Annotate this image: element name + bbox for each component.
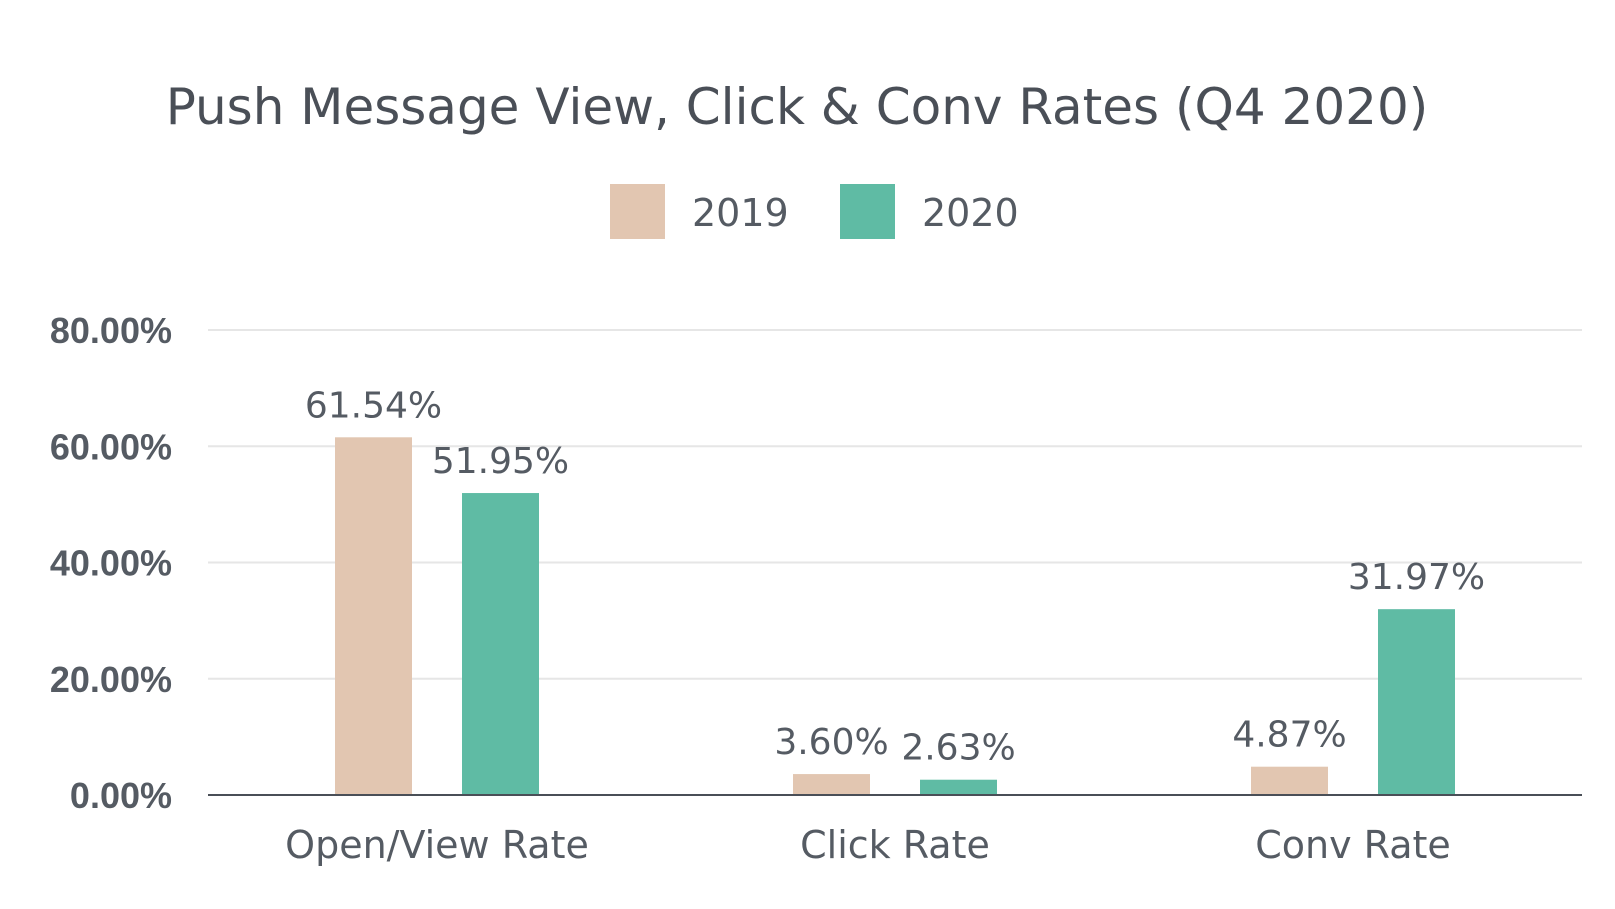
y-tick-label: 20.00%: [50, 659, 172, 700]
chart-title: Push Message View, Click & Conv Rates (Q…: [166, 78, 1429, 136]
data-label: 61.54%: [305, 385, 442, 426]
bars: [335, 437, 1455, 795]
x-tick-label: Conv Rate: [1255, 823, 1451, 867]
data-label: 2.63%: [901, 728, 1015, 769]
legend-label: 2019: [692, 191, 789, 235]
bar-2020: [462, 493, 539, 795]
gridlines: [208, 329, 1582, 680]
bar-2019: [1251, 766, 1328, 795]
bar-2019: [335, 437, 412, 795]
data-label: 51.95%: [432, 441, 569, 482]
legend-swatch: [840, 184, 895, 239]
data-label: 4.87%: [1232, 715, 1346, 756]
x-tick-label: Click Rate: [800, 823, 990, 867]
y-tick-label: 80.00%: [50, 310, 172, 351]
legend: 2019 2020: [610, 184, 1019, 239]
bar-2020: [920, 779, 997, 795]
data-labels: 61.54% 51.95% 3.60% 2.63% 4.87% 31.97%: [305, 385, 1485, 768]
y-tick-label: 60.00%: [50, 426, 172, 467]
y-tick-label: 40.00%: [50, 543, 172, 584]
legend-swatch: [610, 184, 665, 239]
y-tick-label: 0.00%: [70, 775, 172, 816]
bar-2019: [793, 774, 870, 795]
x-tick-label: Open/View Rate: [285, 823, 589, 867]
data-label: 3.60%: [774, 722, 888, 763]
legend-label: 2020: [922, 191, 1019, 235]
bar-2020: [1378, 609, 1455, 795]
data-label: 31.97%: [1348, 557, 1485, 598]
y-axis-ticks: 0.00% 20.00% 40.00% 60.00% 80.00%: [50, 310, 172, 816]
x-axis-ticks: Open/View Rate Click Rate Conv Rate: [285, 823, 1451, 867]
